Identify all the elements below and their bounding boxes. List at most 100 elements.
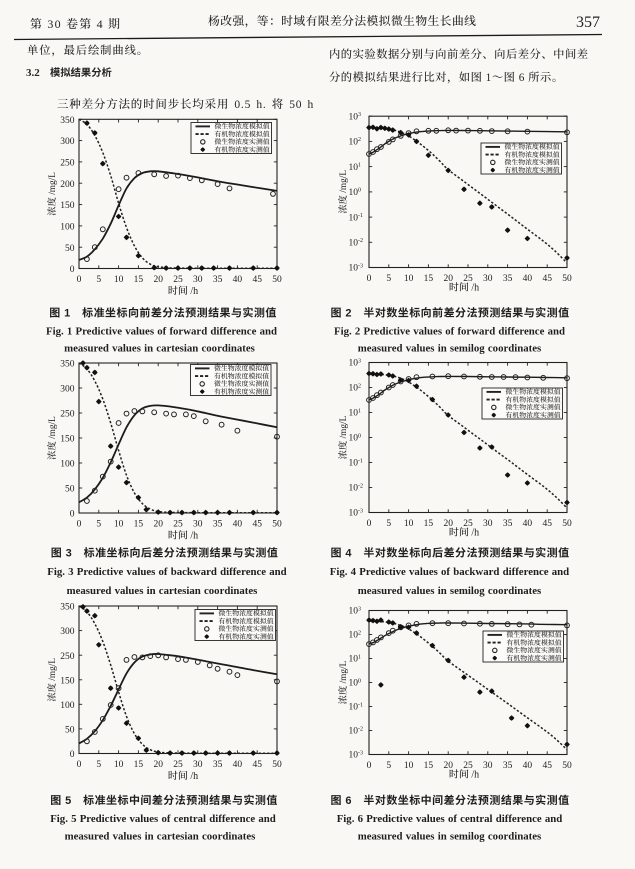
svg-text:250: 250: [60, 652, 75, 662]
svg-text:25: 25: [173, 519, 183, 529]
svg-text:30: 30: [483, 761, 493, 771]
svg-text:有机物浓度实测值: 有机物浓度实测值: [219, 631, 274, 641]
svg-text:30: 30: [483, 519, 493, 529]
svg-text:measured values in cartesia: measured values in cartesian coordinates: [67, 585, 258, 597]
svg-text:10-1: 10-1: [349, 702, 364, 712]
svg-text:25: 25: [173, 760, 183, 770]
svg-text:100: 100: [60, 460, 75, 470]
svg-text:35: 35: [213, 519, 223, 529]
svg-text:10: 10: [114, 275, 124, 285]
svg-text:0: 0: [367, 274, 372, 284]
svg-text:微生物浓度模拟值: 微生物浓度模拟值: [507, 629, 562, 639]
svg-text:50: 50: [65, 485, 75, 495]
svg-text:measured values in cartesia: measured values in cartesian coordinates: [64, 343, 255, 355]
svg-text:20: 20: [443, 519, 453, 529]
svg-text:Fig. 4 Predictive values of: Fig. 4 Predictive values of backward dif…: [330, 566, 569, 578]
svg-text:有机物浓度实测值: 有机物浓度实测值: [507, 652, 562, 662]
svg-text:0: 0: [70, 510, 75, 520]
svg-text:200: 200: [60, 180, 75, 190]
svg-text:measured values in cartesia: measured values in cartesian coordinates: [65, 831, 256, 843]
svg-text:微生物浓度模拟值: 微生物浓度模拟值: [214, 363, 269, 373]
svg-text:微生物浓度实测值: 微生物浓度实测值: [506, 402, 561, 412]
svg-text:350: 350: [60, 603, 75, 613]
svg-text:101: 101: [349, 408, 362, 418]
svg-text:有机物浓度实测值: 有机物浓度实测值: [215, 144, 270, 154]
svg-text:微生物浓度模拟值: 微生物浓度模拟值: [506, 386, 561, 396]
svg-text:20: 20: [443, 274, 453, 284]
svg-text:100: 100: [349, 433, 362, 443]
svg-text:时间 /h: 时间 /h: [449, 524, 479, 539]
svg-text:5: 5: [386, 761, 391, 771]
svg-text:25: 25: [173, 275, 183, 285]
svg-text:45: 45: [252, 519, 262, 529]
svg-text:有机物浓度模拟值: 有机物浓度模拟值: [506, 394, 561, 404]
svg-text:0: 0: [77, 760, 82, 770]
svg-text:45: 45: [542, 274, 552, 284]
svg-text:10-2: 10-2: [349, 238, 364, 248]
svg-text:150: 150: [60, 435, 75, 445]
svg-text:Fig. 3 Predictive values of: Fig. 3 Predictive values of backward dif…: [47, 566, 286, 578]
svg-text:35: 35: [503, 761, 513, 771]
svg-text:measured values in semilog: measured values in semilog coordinates: [358, 831, 542, 843]
svg-text:15: 15: [134, 519, 144, 529]
svg-text:时间 /h: 时间 /h: [168, 767, 198, 782]
svg-text:浓度 /mg/L: 浓度 /mg/L: [44, 172, 58, 216]
svg-text:有机物浓度模拟值: 有机物浓度模拟值: [507, 637, 562, 647]
svg-text:微生物浓度实测值: 微生物浓度实测值: [214, 378, 269, 388]
svg-text:300: 300: [60, 385, 75, 395]
svg-text:100: 100: [349, 678, 362, 688]
svg-text:101: 101: [349, 654, 362, 664]
svg-text:45: 45: [252, 275, 262, 285]
svg-text:时间 /h: 时间 /h: [168, 282, 198, 297]
svg-text:0: 0: [77, 519, 82, 529]
svg-text:15: 15: [134, 760, 144, 770]
svg-text:10: 10: [114, 760, 124, 770]
svg-text:5: 5: [386, 519, 391, 529]
svg-text:Fig. 6 Predictive values of: Fig. 6 Predictive values of central diff…: [337, 813, 563, 825]
svg-text:25: 25: [463, 274, 473, 284]
svg-text:35: 35: [503, 274, 513, 284]
svg-text:15: 15: [424, 761, 434, 771]
svg-text:103: 103: [349, 606, 362, 616]
svg-text:102: 102: [349, 630, 362, 640]
svg-text:50: 50: [562, 761, 572, 771]
svg-text:图 6 半对数坐标中间差分法预测结果与实测值: 图 6 半对数坐标中间差分法预测结果与实测值: [330, 792, 569, 808]
svg-text:measured values in semilog: measured values in semilog coordinates: [358, 343, 542, 355]
svg-text:40: 40: [233, 519, 243, 529]
svg-text:30: 30: [483, 274, 493, 284]
svg-text:35: 35: [503, 519, 513, 529]
svg-text:图 4 半对数坐标向后差分法预测结果与实测值: 图 4 半对数坐标向后差分法预测结果与实测值: [330, 545, 569, 561]
svg-text:微生物浓度实测值: 微生物浓度实测值: [215, 136, 270, 146]
svg-text:时间 /h: 时间 /h: [168, 527, 198, 542]
svg-text:15: 15: [424, 519, 434, 529]
svg-text:10-3: 10-3: [349, 750, 364, 760]
svg-text:45: 45: [542, 519, 552, 529]
svg-text:50: 50: [272, 275, 282, 285]
svg-text:35: 35: [213, 760, 223, 770]
svg-text:20: 20: [443, 761, 453, 771]
svg-text:40: 40: [523, 761, 533, 771]
svg-text:103: 103: [349, 358, 362, 368]
svg-text:微生物浓度实测值: 微生物浓度实测值: [507, 645, 562, 655]
svg-text:10-3: 10-3: [349, 508, 364, 518]
svg-text:10: 10: [114, 519, 124, 529]
svg-text:Fig. 5 Predictive values of: Fig. 5 Predictive values of central diff…: [50, 813, 276, 825]
svg-text:0: 0: [70, 265, 75, 275]
svg-text:时间 /h: 时间 /h: [449, 279, 479, 294]
svg-text:有机物浓度模拟值: 有机物浓度模拟值: [215, 128, 270, 138]
svg-text:102: 102: [349, 383, 362, 393]
svg-text:300: 300: [60, 137, 75, 147]
svg-text:0: 0: [367, 761, 372, 771]
svg-text:50: 50: [562, 274, 572, 284]
svg-text:20: 20: [153, 519, 163, 529]
svg-text:10: 10: [404, 519, 414, 529]
svg-text:25: 25: [463, 761, 473, 771]
svg-text:时间 /h: 时间 /h: [449, 766, 479, 781]
svg-text:45: 45: [542, 761, 552, 771]
svg-text:0: 0: [77, 275, 82, 285]
svg-text:图 1 标准坐标向前差分法预测结果与实测值: 图 1 标准坐标向前差分法预测结果与实测值: [49, 305, 277, 321]
svg-text:微生物浓度模拟值: 微生物浓度模拟值: [219, 608, 274, 618]
svg-text:浓度 /mg/L: 浓度 /mg/L: [44, 416, 58, 460]
svg-text:图 5 标准坐标中间差分法预测结果与实测值: 图 5 标准坐标中间差分法预测结果与实测值: [50, 792, 278, 808]
svg-text:250: 250: [60, 159, 75, 169]
